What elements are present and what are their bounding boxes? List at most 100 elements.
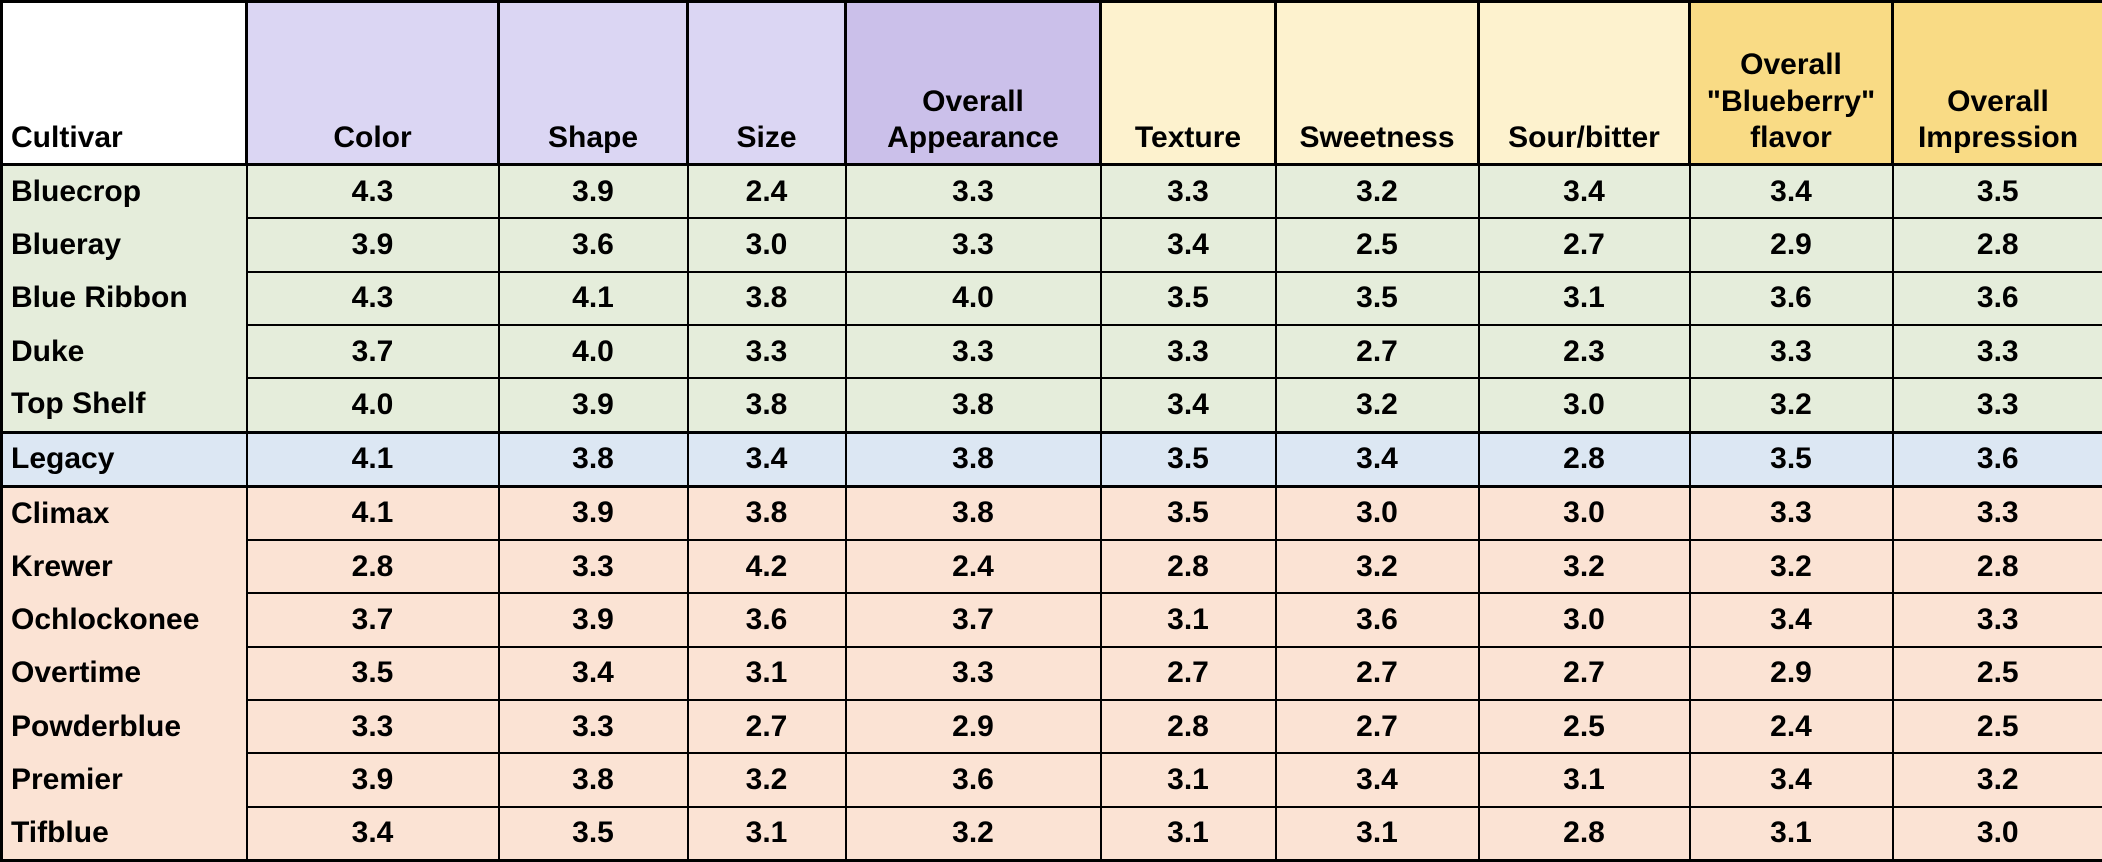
header-sour-bitter: Sour/bitter <box>1477 0 1691 166</box>
rating-cell: 3.1 <box>1274 805 1480 862</box>
cultivar-name-cell: Blue Ribbon <box>0 271 248 325</box>
rating-cell: 2.8 <box>1099 699 1277 755</box>
rating-cell: 2.7 <box>1274 699 1480 755</box>
rating-cell: 3.8 <box>844 484 1102 542</box>
rating-cell: 2.5 <box>1891 699 2102 755</box>
header-size: Size <box>686 0 847 166</box>
rating-cell: 3.1 <box>1688 805 1894 862</box>
rating-cell: 3.3 <box>844 323 1102 380</box>
cultivar-name-cell: Powderblue <box>0 700 248 754</box>
rating-cell: 3.5 <box>1274 270 1480 326</box>
rating-cell: 3.8 <box>844 430 1102 488</box>
header-overall-blueberry-flavor: Overall "Blueberry" flavor <box>1688 0 1894 166</box>
rating-cell: 3.3 <box>844 645 1102 702</box>
rating-cell: 2.5 <box>1891 645 2102 702</box>
rating-cell: 3.4 <box>497 645 689 702</box>
rating-cell: 3.4 <box>1688 163 1894 220</box>
rating-cell: 3.3 <box>686 323 847 380</box>
rating-cell: 3.4 <box>1688 592 1894 648</box>
cultivar-name-cell: Ochlockonee <box>0 593 248 647</box>
table-row: Legacy 4.1 3.8 3.4 3.8 3.5 3.4 2.8 3.5 3.6 <box>0 430 2102 488</box>
rating-cell: 3.3 <box>1099 163 1277 220</box>
rating-cell: 3.0 <box>1477 592 1691 648</box>
rating-cell: 4.1 <box>245 430 500 488</box>
rating-cell: 3.5 <box>245 645 500 702</box>
rating-cell: 3.4 <box>1477 163 1691 220</box>
rating-cell: 3.4 <box>245 805 500 862</box>
rating-cell: 3.8 <box>686 270 847 326</box>
rating-cell: 3.2 <box>1891 752 2102 808</box>
rating-cell: 3.4 <box>1688 752 1894 808</box>
rating-cell: 3.2 <box>686 752 847 808</box>
rating-cell: 3.0 <box>1477 377 1691 434</box>
rating-cell: 3.9 <box>497 484 689 542</box>
rating-cell: 4.0 <box>497 323 689 380</box>
rating-cell: 3.6 <box>1688 270 1894 326</box>
rating-cell: 2.8 <box>1099 539 1277 595</box>
table-row: Duke 3.7 4.0 3.3 3.3 3.3 2.7 2.3 3.3 3.3 <box>0 323 2102 380</box>
table-body: Bluecrop 4.3 3.9 2.4 3.3 3.3 3.2 3.4 3.4 3.5 Bluer… <box>0 163 2102 862</box>
rating-cell: 3.8 <box>497 752 689 808</box>
rating-cell: 2.4 <box>1688 699 1894 755</box>
rating-cell: 2.8 <box>1891 217 2102 273</box>
rating-cell: 3.3 <box>1891 323 2102 380</box>
rating-cell: 3.3 <box>844 163 1102 220</box>
rating-cell: 4.2 <box>686 539 847 595</box>
rating-cell: 3.3 <box>1688 323 1894 380</box>
table-header: Cultivar Color Shape Size Overall Appear… <box>0 0 2102 166</box>
rating-cell: 3.3 <box>1891 592 2102 648</box>
rating-cell: 3.1 <box>1477 270 1691 326</box>
rating-cell: 3.1 <box>1099 805 1277 862</box>
table-row: Blueray 3.9 3.6 3.0 3.3 3.4 2.5 2.7 2.9 2.8 <box>0 217 2102 273</box>
rating-cell: 3.8 <box>497 430 689 488</box>
header-shape: Shape <box>497 0 689 166</box>
rating-cell: 3.5 <box>1891 163 2102 220</box>
rating-cell: 3.0 <box>686 217 847 273</box>
header-sweetness: Sweetness <box>1274 0 1480 166</box>
rating-cell: 3.8 <box>686 377 847 434</box>
table-row: Bluecrop 4.3 3.9 2.4 3.3 3.3 3.2 3.4 3.4 3.5 <box>0 163 2102 220</box>
cultivar-name-cell: Overtime <box>0 646 248 701</box>
rating-cell: 3.2 <box>1477 539 1691 595</box>
rating-cell: 3.9 <box>497 163 689 220</box>
rating-cell: 3.7 <box>245 592 500 648</box>
cultivar-name-cell: Duke <box>0 324 248 379</box>
rating-cell: 3.9 <box>245 752 500 808</box>
rating-cell: 2.7 <box>686 699 847 755</box>
rating-cell: 3.5 <box>497 805 689 862</box>
cultivar-name-cell: Climax <box>0 484 248 541</box>
cultivar-name-cell: Premier <box>0 753 248 807</box>
rating-cell: 2.9 <box>1688 645 1894 702</box>
header-overall-impression: Overall Impression <box>1891 0 2102 166</box>
rating-cell: 3.3 <box>1099 323 1277 380</box>
table-row: Tifblue 3.4 3.5 3.1 3.2 3.1 3.1 2.8 3.1 3.0 <box>0 805 2102 862</box>
rating-cell: 3.2 <box>844 805 1102 862</box>
cultivar-name-cell: Krewer <box>0 540 248 594</box>
rating-cell: 3.3 <box>1891 377 2102 434</box>
header-overall-appearance: Overall Appearance <box>844 0 1102 166</box>
rating-cell: 2.5 <box>1274 217 1480 273</box>
rating-cell: 2.8 <box>1477 430 1691 488</box>
rating-cell: 3.1 <box>1099 752 1277 808</box>
rating-cell: 2.7 <box>1274 645 1480 702</box>
rating-cell: 2.7 <box>1477 217 1691 273</box>
rating-cell: 4.3 <box>245 270 500 326</box>
rating-cell: 2.9 <box>1688 217 1894 273</box>
rating-cell: 3.3 <box>1891 484 2102 542</box>
rating-cell: 3.3 <box>1688 484 1894 542</box>
rating-cell: 3.3 <box>245 699 500 755</box>
rating-cell: 3.1 <box>1099 592 1277 648</box>
rating-cell: 3.8 <box>686 484 847 542</box>
table-row: Powderblue 3.3 3.3 2.7 2.9 2.8 2.7 2.5 2.4 2.5 <box>0 699 2102 755</box>
rating-cell: 4.1 <box>497 270 689 326</box>
rating-cell: 2.5 <box>1477 699 1691 755</box>
table-row: Blue Ribbon 4.3 4.1 3.8 4.0 3.5 3.5 3.1 3.6 3.6 <box>0 270 2102 326</box>
rating-cell: 3.2 <box>1688 377 1894 434</box>
rating-cell: 3.7 <box>844 592 1102 648</box>
rating-cell: 3.6 <box>844 752 1102 808</box>
cultivar-name-cell: Tifblue <box>0 806 248 862</box>
header-color: Color <box>245 0 500 166</box>
rating-cell: 3.2 <box>1274 539 1480 595</box>
table-row: Climax 4.1 3.9 3.8 3.8 3.5 3.0 3.0 3.3 3.3 <box>0 484 2102 542</box>
rating-cell: 3.5 <box>1688 430 1894 488</box>
